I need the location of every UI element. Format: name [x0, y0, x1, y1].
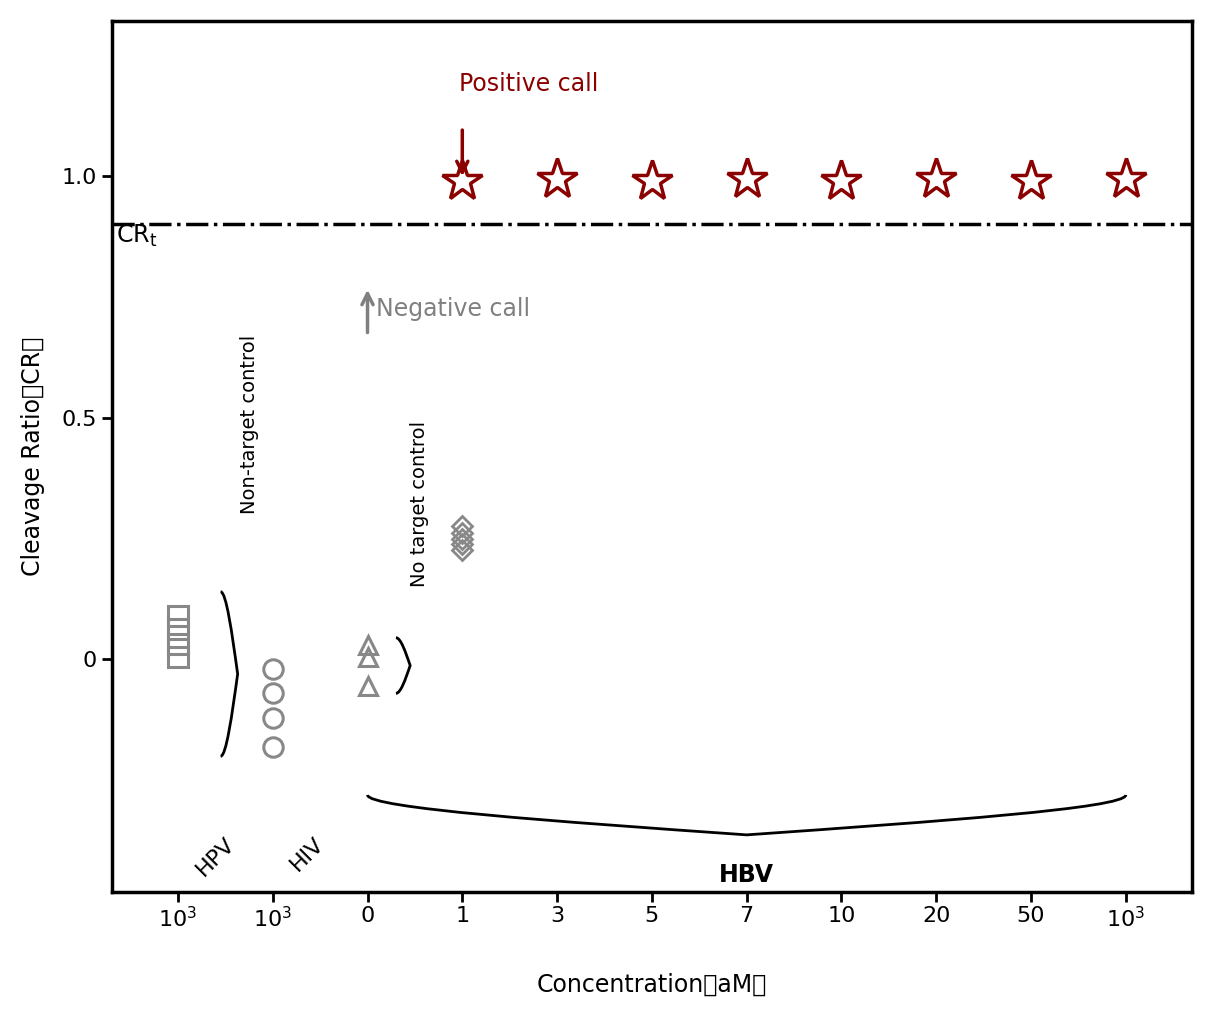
- Text: HPV: HPV: [192, 834, 238, 880]
- Text: HIV: HIV: [287, 834, 329, 874]
- Text: No target control: No target control: [410, 420, 429, 587]
- Text: $\mathrm{CR_t}$: $\mathrm{CR_t}$: [116, 223, 158, 249]
- Y-axis label: Cleavage Ratio（CR）: Cleavage Ratio（CR）: [21, 337, 45, 576]
- X-axis label: Concentration（aM）: Concentration（aM）: [536, 973, 767, 998]
- Text: Negative call: Negative call: [376, 296, 530, 321]
- Text: Non-target control: Non-target control: [239, 335, 258, 514]
- Text: HBV: HBV: [719, 862, 774, 887]
- Text: Positive call: Positive call: [459, 71, 598, 96]
